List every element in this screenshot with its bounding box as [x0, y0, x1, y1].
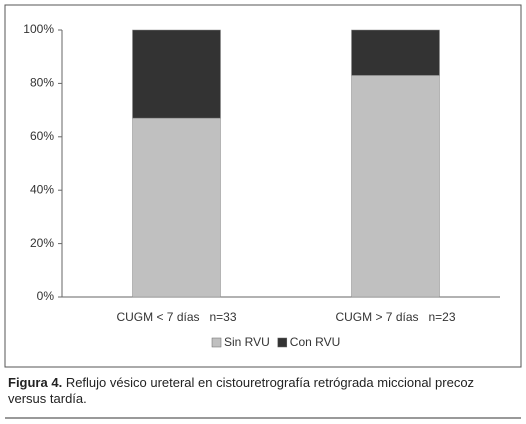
x-tick-label: CUGM < 7 días n=33 [116, 310, 236, 324]
bar-segment [132, 117, 221, 298]
caption-text: Reflujo vésico ureteral en cistouretrogr… [8, 375, 475, 406]
x-tick-label: CUGM > 7 días n=23 [335, 310, 455, 324]
frame [4, 4, 522, 368]
legend-swatch [277, 337, 288, 348]
y-tick-label: 100% [23, 22, 54, 36]
legend-label: Sin RVU [224, 335, 270, 349]
bar-segment [132, 29, 221, 119]
bar-segment [351, 29, 440, 76]
y-tick-label: 40% [30, 182, 54, 196]
figure-label: Figura 4. [8, 375, 63, 390]
legend-label: Con RVU [290, 335, 340, 349]
y-tick-label: 0% [37, 289, 55, 303]
caption: Figura 4. Reflujo vésico ureteral en cis… [8, 375, 508, 407]
y-tick-label: 60% [30, 129, 54, 143]
legend-swatch [211, 337, 222, 348]
y-tick-label: 20% [30, 236, 54, 250]
y-tick-label: 80% [30, 76, 54, 90]
bar-segment [351, 75, 440, 298]
